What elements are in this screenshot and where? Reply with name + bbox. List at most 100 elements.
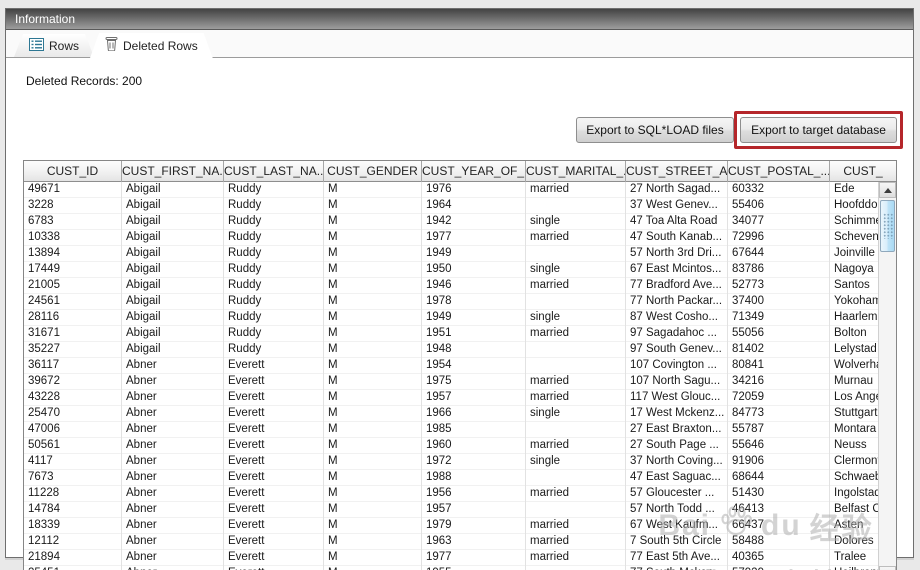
column-header[interactable]: CUST_POSTAL_... <box>728 161 830 182</box>
table-cell: 58488 <box>728 534 830 550</box>
table-cell: Los Angel <box>834 391 885 403</box>
table-cell: Santos <box>834 279 870 291</box>
table-row[interactable]: 31671 Abigail Ruddy M 1951 married 97 Sagadaho… <box>24 326 896 342</box>
table-row[interactable]: 7673 Abner Everett M 1988 47 East Saguac... 68… <box>24 470 896 486</box>
column-header[interactable]: CUST_FIRST_NA... <box>122 161 224 182</box>
table-cell: Abigail <box>122 246 224 262</box>
table-row[interactable]: 3228 Abigail Ruddy M 1964 37 West Genev... 554… <box>24 198 896 214</box>
table-cell: 37 West Genev... <box>626 198 728 214</box>
vertical-scrollbar[interactable] <box>878 182 896 570</box>
table-cell: Everett <box>224 566 324 570</box>
table-cell: 1957 <box>422 390 526 406</box>
column-header[interactable]: CUST_ID <box>24 161 122 182</box>
table-row[interactable]: 50561 Abner Everett M 1960 married 27 South Pa… <box>24 438 896 454</box>
export-sqlload-button[interactable]: Export to SQL*LOAD files <box>576 117 734 143</box>
table-cell: 1966 <box>422 406 526 422</box>
table-cell: 107 North Sagu... <box>626 374 728 390</box>
table-row[interactable]: 28116 Abigail Ruddy M 1949 single 87 West Cosh… <box>24 310 896 326</box>
table-cell: 97 Sagadahoc ... <box>626 326 728 342</box>
table-cell: 84773 <box>728 406 830 422</box>
table-cell: Abner <box>122 502 224 518</box>
table-cell: 39672 <box>24 374 122 390</box>
table-cell: Ruddy <box>224 310 324 326</box>
table-cell: 55406 <box>728 198 830 214</box>
table-cell: M <box>324 502 422 518</box>
table-cell: M <box>324 566 422 570</box>
column-header[interactable]: CUST_YEAR_OF_... <box>422 161 526 182</box>
table-row[interactable]: 36117 Abner Everett M 1954 107 Covington ... 8… <box>24 358 896 374</box>
table-cell: 34216 <box>728 374 830 390</box>
table-cell: Everett <box>224 374 324 390</box>
table-row[interactable]: 21005 Abigail Ruddy M 1946 married 77 Bradford… <box>24 278 896 294</box>
table-cell: 1956 <box>422 486 526 502</box>
table-row[interactable]: 18339 Abner Everett M 1979 married 67 West Kau… <box>24 518 896 534</box>
table-cell: 57 Gloucester ... <box>626 486 728 502</box>
table-row[interactable]: 13894 Abigail Ruddy M 1949 57 North 3rd Dri..… <box>24 246 896 262</box>
table-row[interactable]: 14784 Abner Everett M 1957 57 North Todd ... 4… <box>24 502 896 518</box>
table-row[interactable]: 25470 Abner Everett M 1966 single 17 West Mcke… <box>24 406 896 422</box>
table-cell: 4117 <box>24 454 122 470</box>
table-cell: M <box>324 246 422 262</box>
table-cell: Everett <box>224 486 324 502</box>
table-cell: Ruddy <box>224 246 324 262</box>
table-cell: Bolton <box>834 327 867 339</box>
table-row[interactable]: 21894 Abner Everett M 1977 married 77 East 5th… <box>24 550 896 566</box>
column-header[interactable]: CUST_LAST_NA... <box>224 161 324 182</box>
table-row[interactable]: 17449 Abigail Ruddy M 1950 single 67 East Mcin… <box>24 262 896 278</box>
export-target-button[interactable]: Export to target database <box>740 117 897 143</box>
table-cell: 55787 <box>728 422 830 438</box>
column-header[interactable]: CUST_MARITAL_... <box>526 161 626 182</box>
table-cell: M <box>324 374 422 390</box>
table-row[interactable]: 25451AbnerEverettM1955 77 South Mcken...5… <box>24 566 896 570</box>
deleted-records-count: Deleted Records: 200 <box>26 74 143 88</box>
table-cell: M <box>324 198 422 214</box>
table-cell: M <box>324 550 422 566</box>
vertical-scroll-track[interactable] <box>879 198 896 566</box>
table-row[interactable]: 49671 Abigail Ruddy M 1976 married 27 North Sa… <box>24 182 896 198</box>
table-cell: Wolverhar <box>834 359 887 371</box>
window-title: Information <box>15 12 76 26</box>
table-cell: 52773 <box>728 278 830 294</box>
table-cell: 81402 <box>728 342 830 358</box>
tab-rows[interactable]: Rows <box>14 34 94 57</box>
table-cell: Everett <box>224 454 324 470</box>
table-cell: married <box>526 182 626 198</box>
column-header[interactable]: CUST_STREET_A... <box>626 161 728 182</box>
table-cell: single <box>526 262 626 278</box>
table-row[interactable]: 39672 Abner Everett M 1975 married 107 North S… <box>24 374 896 390</box>
table-cell: married <box>526 438 626 454</box>
table-cell: 28116 <box>24 310 122 326</box>
table-cell: 1976 <box>422 182 526 198</box>
table-row[interactable]: 47006 Abner Everett M 1985 27 East Braxton...… <box>24 422 896 438</box>
table-row[interactable]: 6783 Abigail Ruddy M 1942 single 47 Toa Alta R… <box>24 214 896 230</box>
table-cell: 47006 <box>24 422 122 438</box>
table-row[interactable]: 24561 Abigail Ruddy M 1978 77 North Packar...… <box>24 294 896 310</box>
table-row[interactable]: 10338 Abigail Ruddy M 1977 married 47 South Ka… <box>24 230 896 246</box>
tab-deleted-rows[interactable]: Deleted Rows <box>90 33 213 58</box>
deleted-rows-table: CUST_ID CUST_FIRST_NA... CUST_LAST_NA... CU… <box>23 160 897 570</box>
table-cell: single <box>526 406 626 422</box>
table-cell: Abner <box>122 374 224 390</box>
table-cell: married <box>526 518 626 534</box>
table-cell: married <box>526 390 626 406</box>
table-cell: 40365 <box>728 550 830 566</box>
table-cell: Montara <box>834 423 877 435</box>
table-row[interactable]: 12112 Abner Everett M 1963 married 7 South 5th… <box>24 534 896 550</box>
scroll-down-button[interactable] <box>879 566 896 570</box>
table-row[interactable]: 43228 Abner Everett M 1957 married 117 West Gl… <box>24 390 896 406</box>
table-cell: 7 South 5th Circle <box>626 534 728 550</box>
vertical-scroll-thumb[interactable] <box>880 200 895 252</box>
table-cell: 24561 <box>24 294 122 310</box>
table-cell: 49671 <box>24 182 122 198</box>
table-cell: Abigail <box>122 342 224 358</box>
column-header[interactable]: CUST_GENDER <box>324 161 422 182</box>
scroll-up-button[interactable] <box>879 182 896 198</box>
table-cell: Hoofddorp <box>834 199 888 211</box>
table-cell: Schimmer <box>834 215 886 227</box>
table-cell: Asten <box>834 519 864 531</box>
column-header[interactable]: CUST_ <box>843 164 883 178</box>
table-cell: M <box>324 342 422 358</box>
table-row[interactable]: 11228 Abner Everett M 1956 married 57 Gloucest… <box>24 486 896 502</box>
table-row[interactable]: 4117 Abner Everett M 1972 single 37 North Covi… <box>24 454 896 470</box>
table-row[interactable]: 35227 Abigail Ruddy M 1948 97 South Genev... 8… <box>24 342 896 358</box>
